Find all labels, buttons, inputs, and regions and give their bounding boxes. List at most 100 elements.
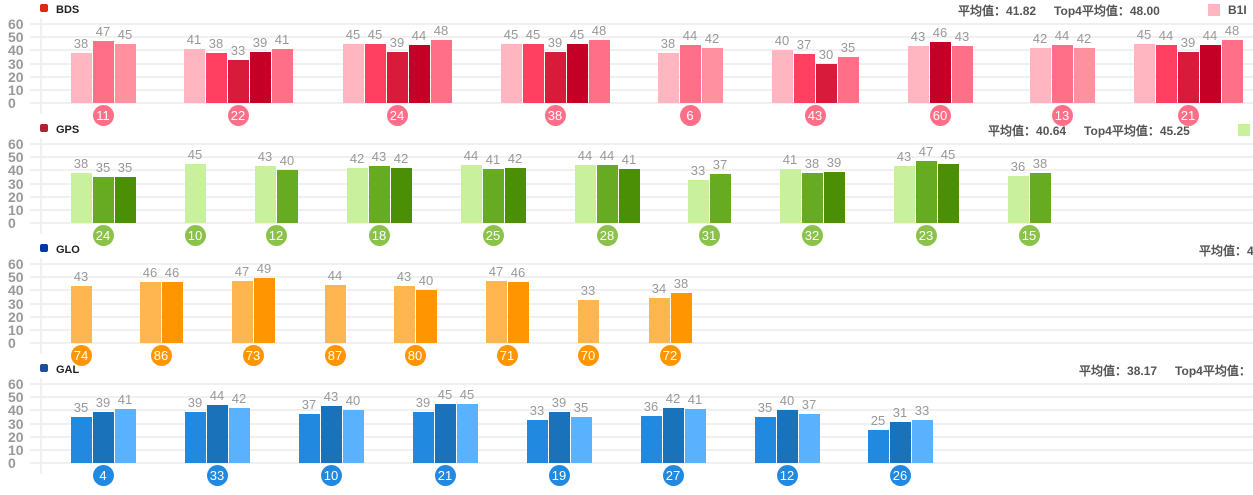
satellite-prn-badge[interactable]: 21 [1177, 105, 1199, 126]
bar[interactable] [161, 282, 183, 343]
bar[interactable] [937, 163, 959, 223]
satellite-prn-badge[interactable]: 87 [324, 345, 346, 366]
bar[interactable] [618, 169, 640, 223]
satellite-prn-badge[interactable]: 12 [776, 465, 798, 486]
bar[interactable] [206, 405, 228, 463]
bar[interactable] [709, 174, 731, 223]
bar[interactable] [249, 51, 271, 103]
bar[interactable] [754, 416, 776, 463]
bar[interactable] [911, 419, 933, 463]
bar[interactable] [662, 407, 684, 463]
satellite-prn-badge[interactable]: 27 [662, 465, 684, 486]
bar[interactable] [574, 165, 596, 223]
bar[interactable] [566, 43, 588, 103]
bar[interactable] [701, 47, 723, 103]
satellite-prn-badge[interactable]: 73 [242, 345, 264, 366]
satellite-prn-badge[interactable]: 11 [92, 105, 114, 126]
bar[interactable] [1221, 39, 1243, 103]
satellite-prn-badge[interactable]: 24 [386, 105, 408, 126]
bar[interactable] [907, 46, 929, 103]
bar[interactable] [70, 416, 92, 463]
bar[interactable] [114, 176, 136, 223]
bar[interactable] [253, 278, 275, 343]
bar[interactable] [801, 172, 823, 223]
bar[interactable] [412, 411, 434, 463]
bar[interactable] [823, 171, 845, 223]
bar[interactable] [867, 430, 889, 463]
bar[interactable] [92, 411, 114, 463]
bar[interactable] [320, 406, 342, 463]
bar[interactable] [386, 51, 408, 103]
bar[interactable] [485, 281, 507, 343]
bar[interactable] [771, 50, 793, 103]
bar[interactable] [1177, 51, 1199, 103]
bar[interactable] [776, 410, 798, 463]
bar[interactable] [184, 411, 206, 463]
satellite-prn-badge[interactable]: 86 [150, 345, 172, 366]
bar[interactable] [70, 172, 92, 223]
bar[interactable] [1199, 45, 1221, 103]
bar[interactable] [205, 52, 227, 103]
bar[interactable] [679, 45, 701, 103]
bar[interactable] [1029, 47, 1051, 103]
bar[interactable] [460, 165, 482, 223]
satellite-prn-badge[interactable]: 18 [368, 225, 390, 246]
bar[interactable] [504, 167, 526, 223]
bar[interactable] [793, 54, 815, 103]
legend-item[interactable] [1238, 123, 1253, 137]
satellite-prn-badge[interactable]: 32 [801, 225, 823, 246]
satellite-prn-badge[interactable]: 28 [596, 225, 618, 246]
bar[interactable] [1051, 45, 1073, 103]
satellite-prn-badge[interactable]: 13 [1051, 105, 1073, 126]
satellite-prn-badge[interactable]: 38 [544, 105, 566, 126]
bar[interactable] [324, 285, 346, 343]
satellite-prn-badge[interactable]: 33 [206, 465, 228, 486]
satellite-prn-badge[interactable]: 43 [804, 105, 826, 126]
bar[interactable] [342, 43, 364, 103]
bar[interactable] [1133, 43, 1155, 103]
satellite-prn-badge[interactable]: 60 [929, 105, 951, 126]
bar[interactable] [364, 43, 386, 103]
satellite-prn-badge[interactable]: 71 [496, 345, 518, 366]
bar[interactable] [657, 52, 679, 103]
bar[interactable] [815, 63, 837, 103]
bar[interactable] [1029, 172, 1051, 223]
satellite-prn-badge[interactable]: 6 [679, 105, 701, 126]
satellite-prn-badge[interactable]: 21 [434, 465, 456, 486]
bar[interactable] [544, 51, 566, 103]
bar[interactable] [139, 282, 161, 343]
bar[interactable] [596, 165, 618, 223]
bar[interactable] [254, 166, 276, 223]
bar[interactable] [368, 166, 390, 223]
bar[interactable] [434, 403, 456, 463]
satellite-prn-badge[interactable]: 74 [70, 345, 92, 366]
bar[interactable] [929, 42, 951, 103]
bar[interactable] [522, 43, 544, 103]
bar[interactable] [408, 45, 430, 103]
bar[interactable] [915, 161, 937, 223]
bar[interactable] [570, 416, 592, 463]
bar[interactable] [687, 179, 709, 223]
bar[interactable] [70, 52, 92, 103]
bar[interactable] [670, 292, 692, 343]
bar[interactable] [456, 403, 478, 463]
satellite-prn-badge[interactable]: 19 [548, 465, 570, 486]
bar[interactable] [798, 414, 820, 463]
bar[interactable] [342, 410, 364, 463]
bar[interactable] [837, 56, 859, 103]
satellite-prn-badge[interactable]: 72 [659, 345, 681, 366]
bar[interactable] [92, 176, 114, 223]
satellite-prn-badge[interactable]: 15 [1018, 225, 1040, 246]
satellite-prn-badge[interactable]: 24 [92, 225, 114, 246]
satellite-prn-badge[interactable]: 10 [184, 225, 206, 246]
bar[interactable] [346, 167, 368, 223]
bar[interactable] [393, 286, 415, 343]
bar[interactable] [70, 286, 92, 343]
bar[interactable] [298, 414, 320, 463]
bar[interactable] [1155, 45, 1177, 103]
bar[interactable] [684, 409, 706, 463]
bar[interactable] [1073, 47, 1095, 103]
satellite-prn-badge[interactable]: 10 [320, 465, 342, 486]
bar[interactable] [184, 163, 206, 223]
bar[interactable] [951, 46, 973, 103]
